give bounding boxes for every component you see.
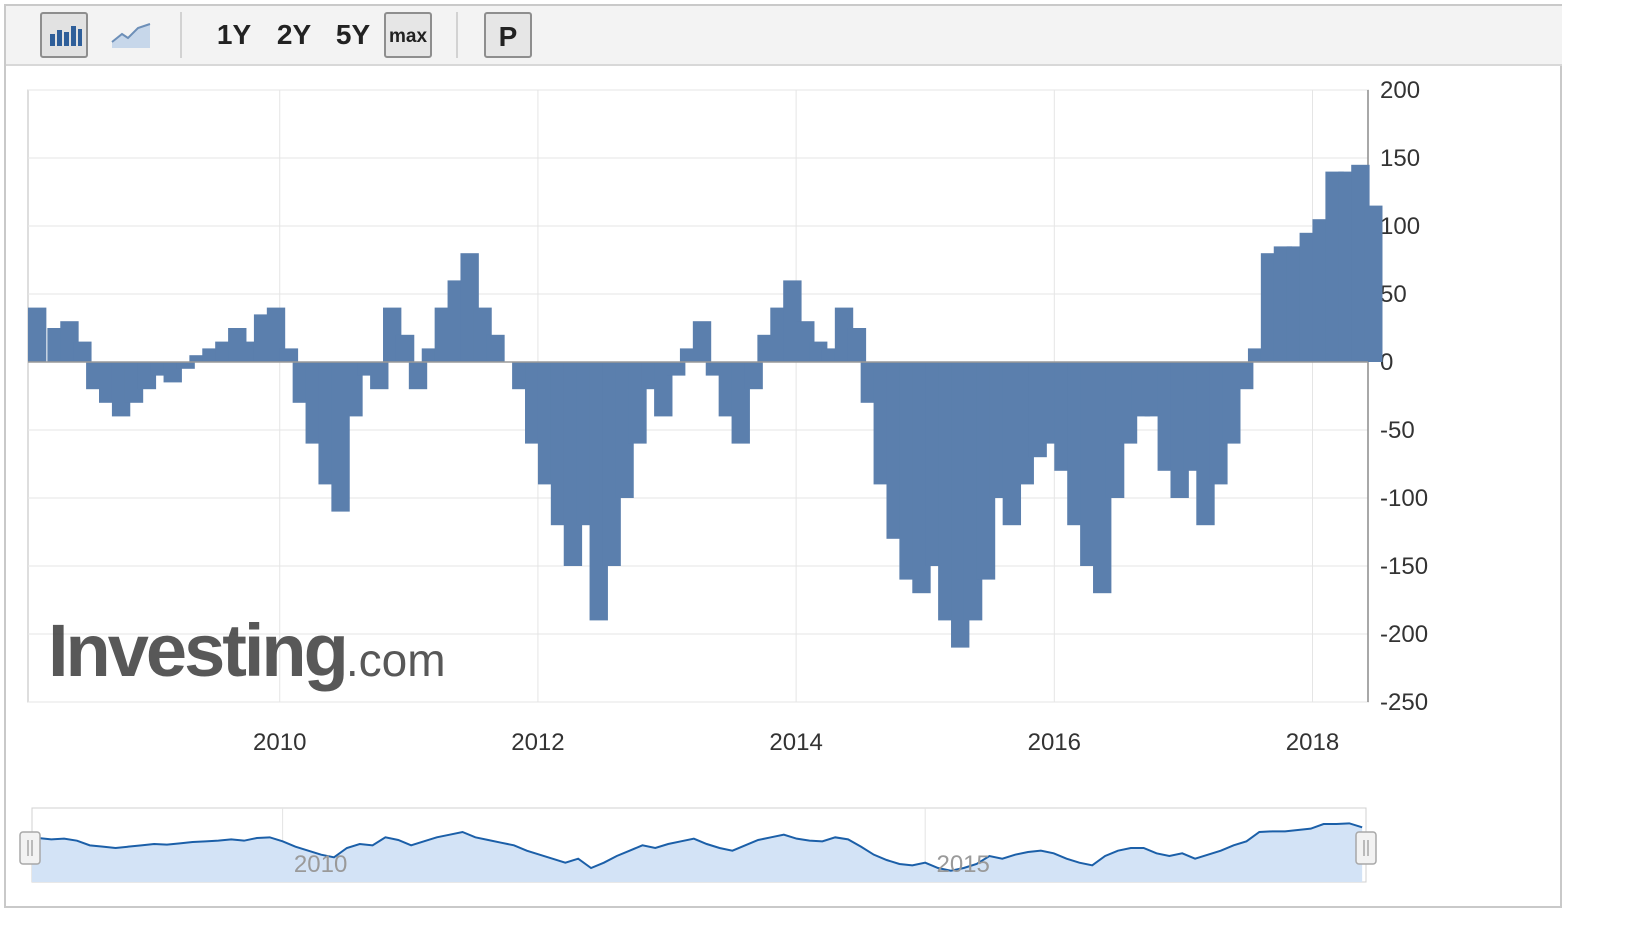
y-tick-label: 200: [1380, 77, 1420, 104]
bar: [1364, 205, 1383, 362]
range-1y-button[interactable]: 1Y: [216, 19, 252, 50]
bar: [1235, 362, 1254, 390]
bar: [395, 334, 415, 362]
investing-watermark: Investing.com: [48, 614, 446, 688]
watermark-domain: .com: [345, 634, 446, 686]
y-tick-label: -250: [1380, 689, 1428, 716]
bar: [744, 362, 763, 390]
chart-widget: [4, 4, 1562, 908]
bar: [486, 334, 505, 362]
chart-toolbar: 1Y 2Y 5Y max P: [6, 6, 1562, 66]
bar-chart-icon: [50, 26, 82, 46]
x-tick-label: 2016: [1028, 729, 1081, 756]
bar: [408, 362, 428, 390]
navigator-handle-left[interactable]: [19, 831, 41, 865]
watermark-brand: Investing: [48, 609, 349, 692]
bar: [279, 348, 299, 362]
bar: [370, 362, 389, 390]
navigator-line: [31, 822, 1363, 872]
toolbar-separator: [456, 12, 458, 58]
bar: [847, 328, 867, 362]
y-tick-label: 150: [1380, 145, 1420, 172]
range-max-button[interactable]: max: [384, 12, 432, 58]
x-tick-label: 2012: [511, 729, 564, 756]
range-2y-button[interactable]: 2Y: [276, 19, 312, 50]
toolbar-separator: [180, 12, 182, 58]
y-tick-label: -200: [1380, 621, 1428, 648]
bar: [692, 321, 712, 362]
x-tick-label: 2010: [253, 729, 306, 756]
y-tick-label: 100: [1380, 213, 1420, 240]
range-5y-button[interactable]: 5Y: [335, 19, 371, 50]
bar: [189, 355, 208, 362]
y-tick-label: -50: [1380, 417, 1415, 444]
bar: [73, 341, 92, 362]
bar: [176, 362, 195, 369]
y-tick-label: -150: [1380, 553, 1428, 580]
x-tick-label: 2018: [1286, 729, 1339, 756]
y-tick-label: 0: [1380, 349, 1393, 376]
bar: [28, 307, 47, 362]
line-chart-button[interactable]: [108, 12, 156, 58]
navigator-handle-right[interactable]: [1355, 831, 1377, 865]
x-tick-label: 2014: [769, 729, 822, 756]
y-tick-label: -100: [1380, 485, 1428, 512]
navigator-tick-label: 2015: [936, 851, 989, 878]
bar-chart-button[interactable]: [40, 12, 88, 58]
line-chart-icon: [111, 23, 151, 48]
y-tick-label: 50: [1380, 281, 1407, 308]
bar: [667, 362, 686, 376]
navigator-area: [32, 823, 1363, 882]
navigator-tick-label: 2010: [294, 851, 347, 878]
print-button[interactable]: P: [484, 12, 532, 58]
